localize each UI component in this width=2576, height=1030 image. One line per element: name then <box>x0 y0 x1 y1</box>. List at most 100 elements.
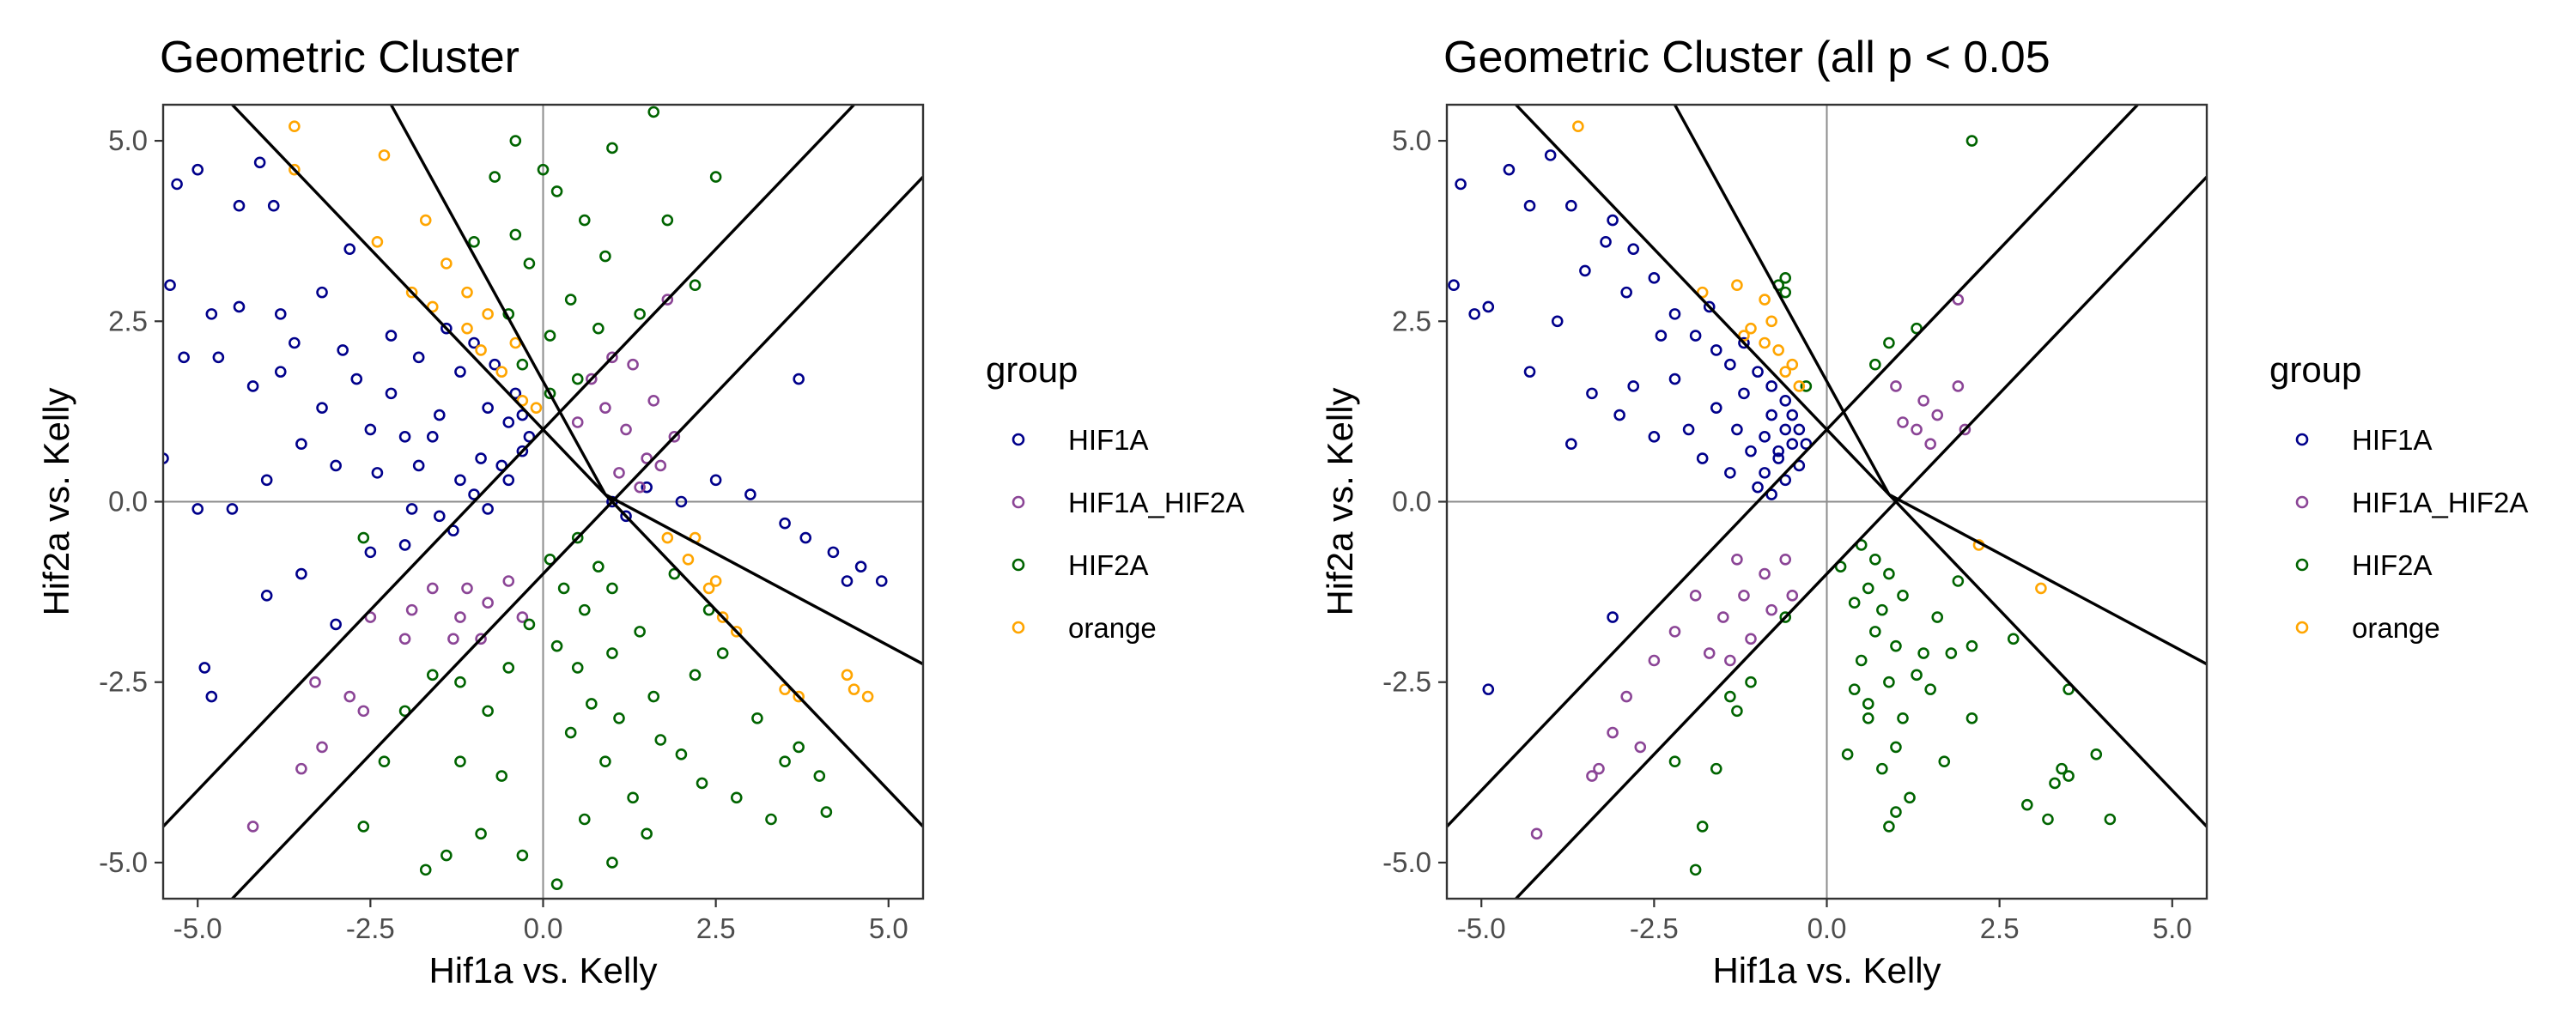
point-orange <box>779 683 791 695</box>
point-hif2a <box>1965 712 1978 724</box>
point-hif2a <box>654 734 667 746</box>
legend-label: orange <box>2352 612 2440 644</box>
point-hif2a <box>544 553 556 566</box>
point-hif2a <box>2063 770 2075 782</box>
point-hif1a <box>475 452 487 464</box>
point-hif2a <box>606 582 618 595</box>
point-hif2a <box>1965 639 1978 652</box>
point-hif1a-hif2a <box>586 373 598 385</box>
point-hif2a <box>606 142 618 154</box>
point-hif2a <box>1876 762 1888 775</box>
boundary-lines <box>163 105 923 899</box>
point-hif1a <box>675 495 688 508</box>
point-hif2a <box>1862 698 1874 710</box>
point-hif2a <box>1862 582 1874 595</box>
point-hif2a <box>2021 798 2033 811</box>
point-hif1a-hif2a <box>1897 416 1909 428</box>
point-hif2a <box>378 755 391 768</box>
point-hif2a <box>426 669 439 682</box>
point-hif1a <box>1544 149 1557 161</box>
point-hif2a <box>1945 647 1958 659</box>
legend-label: HIF1A_HIF2A <box>1068 487 1244 518</box>
point-hif1a <box>1710 344 1722 356</box>
point-hif2a <box>475 827 487 840</box>
y-tick-label: -2.5 <box>1382 666 1431 698</box>
point-hif2a <box>1731 705 1743 718</box>
point-hif2a <box>495 770 508 782</box>
point-hif1a <box>274 366 287 378</box>
boundary-line <box>231 105 923 828</box>
point-hif2a <box>1710 762 1722 775</box>
point-orange <box>1772 344 1784 356</box>
point-orange <box>440 258 453 270</box>
point-hif2a <box>1965 135 1978 147</box>
point-hif1a-hif2a <box>1648 654 1661 667</box>
point-hif2a <box>647 690 660 703</box>
point-hif2a <box>398 705 411 718</box>
chart-title: Geometric Cluster <box>160 33 519 82</box>
point-hif2a <box>716 647 729 659</box>
legend-label: HIF2A <box>1068 549 1149 581</box>
point-orange <box>289 163 301 176</box>
point-hif2a <box>578 214 591 227</box>
point-hif2a <box>1869 358 1881 371</box>
point-hif1a <box>316 402 328 414</box>
point-hif2a <box>779 755 791 768</box>
points-layer <box>1448 120 2117 876</box>
boundary-line <box>1515 105 2207 828</box>
point-hif2a <box>599 755 611 768</box>
point-hif1a-hif2a <box>1717 611 1729 623</box>
point-orange <box>482 308 494 320</box>
point-orange <box>289 120 301 133</box>
point-hif1a-hif2a <box>475 633 487 645</box>
point-hif1a <box>1759 431 1771 443</box>
point-hif2a <box>550 878 563 890</box>
point-hif1a-hif2a <box>627 358 639 371</box>
point-hif1a <box>178 351 190 364</box>
point-hif1a-hif2a <box>654 459 667 472</box>
y-axis-label: Hif2a vs. Kelly <box>36 387 76 615</box>
point-hif2a <box>606 857 618 869</box>
point-hif2a <box>606 647 618 659</box>
point-hif1a <box>1765 409 1777 421</box>
point-hif1a-hif2a <box>1959 423 1971 436</box>
point-hif1a-hif2a <box>1890 380 1902 392</box>
point-hif1a <box>233 300 246 313</box>
point-hif1a-hif2a <box>398 633 411 645</box>
point-hif2a <box>357 821 370 833</box>
point-hif1a <box>274 308 287 320</box>
point-hif1a <box>385 330 398 342</box>
point-hif1a <box>316 286 328 299</box>
point-hif2a <box>454 755 466 768</box>
point-hif1a <box>620 510 632 523</box>
point-hif2a <box>1897 590 1909 602</box>
point-hif1a <box>1696 452 1709 464</box>
point-hif1a <box>468 488 480 500</box>
point-hif2a <box>1931 611 1944 623</box>
point-hif2a <box>1890 806 1902 818</box>
y-tick-label: -5.0 <box>99 846 148 878</box>
point-hif1a <box>226 503 239 515</box>
chart-title: Geometric Cluster (all p < 0.05 <box>1443 33 2050 82</box>
point-hif2a <box>1779 611 1792 623</box>
point-hif2a <box>1952 575 1965 587</box>
point-orange <box>716 611 729 623</box>
point-hif1a <box>364 546 377 559</box>
x-tick-label: -5.0 <box>1457 912 1506 944</box>
point-hif2a <box>482 705 494 718</box>
point-hif2a <box>751 712 763 724</box>
point-hif1a <box>779 517 791 530</box>
point-hif2a <box>793 741 805 754</box>
point-hif1a <box>495 459 508 472</box>
point-orange <box>461 322 473 335</box>
boundary-line <box>1447 105 2139 828</box>
point-hif1a <box>260 474 273 487</box>
point-hif1a <box>371 467 384 479</box>
point-hif1a <box>1703 300 1716 313</box>
point-hif2a <box>1883 567 1895 580</box>
point-orange <box>509 336 522 349</box>
point-hif1a <box>516 445 529 457</box>
point-hif2a <box>1897 712 1909 724</box>
x-axis-label: Hif1a vs. Kelly <box>428 950 657 991</box>
point-hif1a-hif2a <box>426 582 439 595</box>
